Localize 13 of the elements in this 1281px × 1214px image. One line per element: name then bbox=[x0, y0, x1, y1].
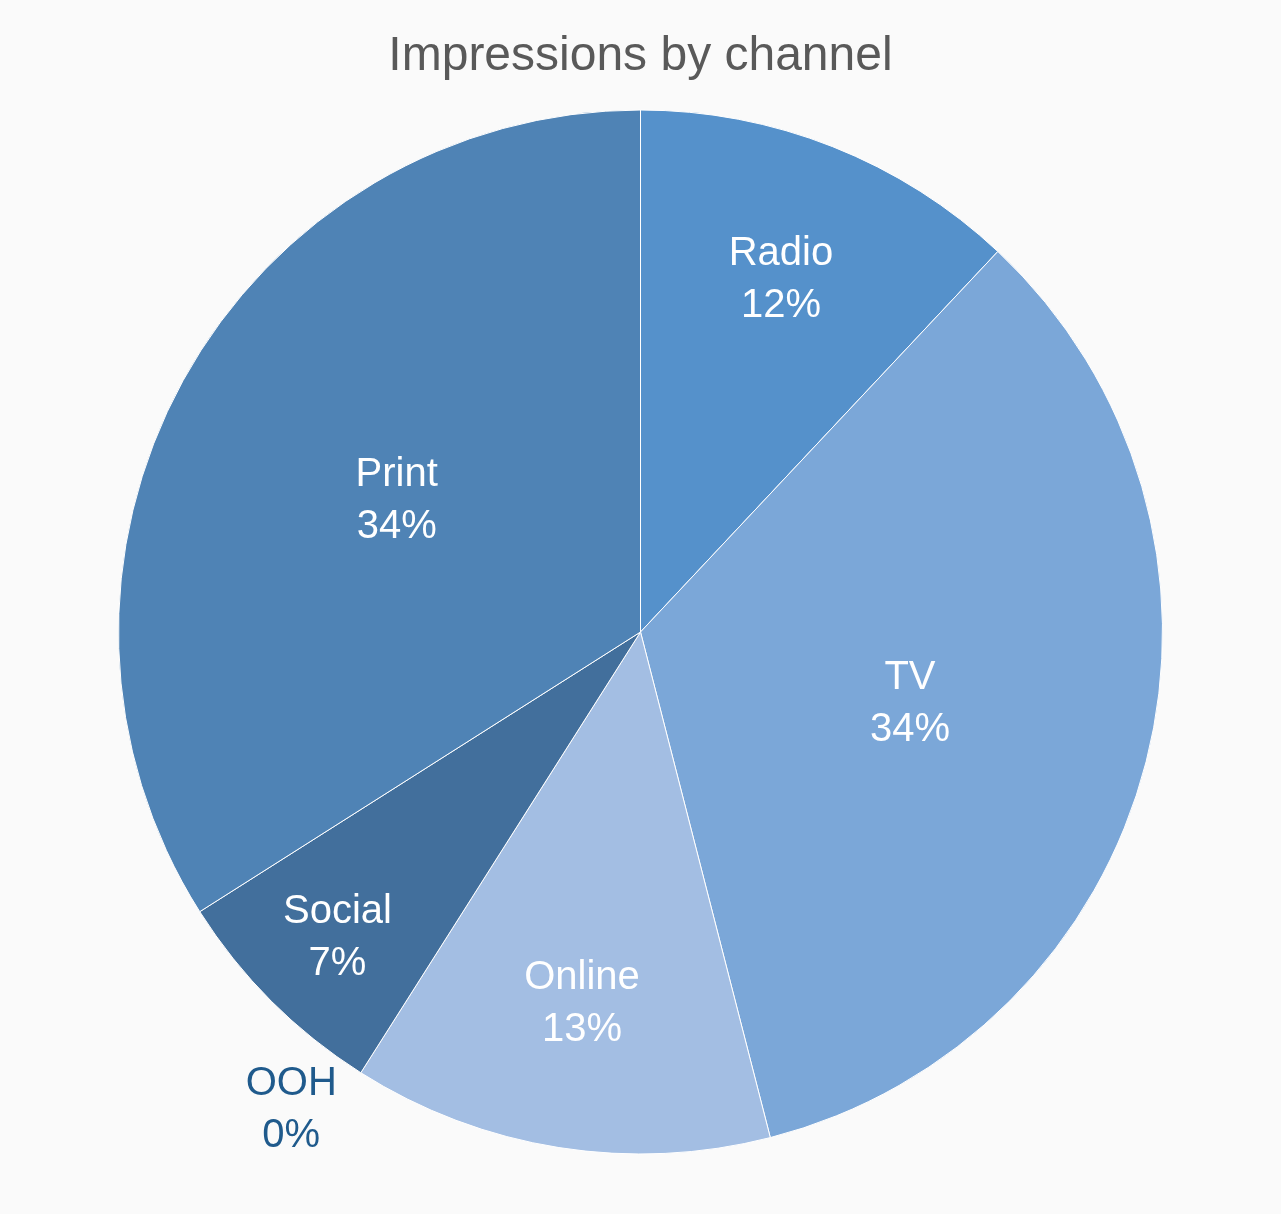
slice-label: Social bbox=[283, 887, 392, 932]
data-label: 34% bbox=[869, 705, 950, 750]
slice-label: Online bbox=[524, 953, 640, 998]
slice-label: Radio bbox=[728, 229, 834, 274]
data-label: 12% bbox=[740, 281, 821, 326]
data-label: 13% bbox=[542, 1005, 623, 1050]
category-label: OOH bbox=[245, 1058, 337, 1103]
data-label: 7% bbox=[308, 939, 367, 984]
text: 0% bbox=[262, 1110, 321, 1155]
slice-label: Print bbox=[355, 449, 438, 494]
data-label: 34% bbox=[356, 501, 437, 546]
slice-label: TV bbox=[884, 653, 936, 698]
chart-title: Impressions by channel bbox=[388, 27, 893, 81]
